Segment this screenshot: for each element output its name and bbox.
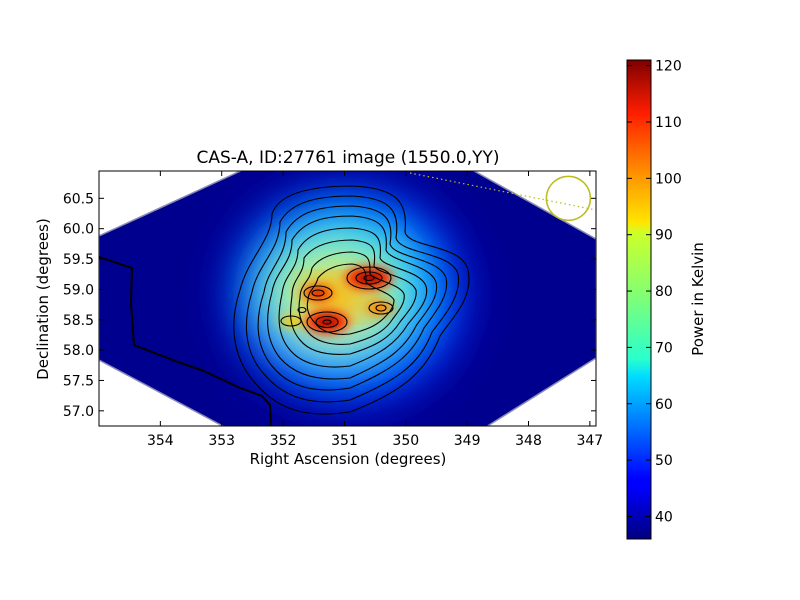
colorbar-tick-label: 50: [655, 453, 673, 469]
y-tick-label: 58.0: [63, 343, 94, 359]
colorbar: 40 50 60 70 80 90 100 110 120 Power in Kelvin: [626, 59, 707, 540]
colorbar-tick-label: 70: [655, 340, 673, 356]
beam-dotted-line: [409, 172, 596, 211]
x-tick-label: 354: [147, 433, 174, 449]
x-tick-label: 349: [454, 433, 481, 449]
colorbar-tick-label: 40: [655, 509, 673, 525]
x-tick-label: 351: [331, 433, 358, 449]
colorbar-tick-label: 110: [655, 115, 682, 131]
plot-frame: [98, 170, 597, 427]
y-tick-label: 60.0: [63, 222, 94, 238]
y-axis-label: Declination (degrees): [34, 218, 52, 380]
beam-marker: [545, 175, 592, 222]
y-tick-label: 59.5: [63, 252, 94, 268]
chart-title: CAS-A, ID:27761 image (1550.0,YY): [196, 148, 499, 168]
contour-lines: [99, 185, 470, 426]
y-tick-label: 57.0: [63, 404, 94, 420]
colorbar-tick-label: 100: [655, 171, 682, 187]
colorbar-ticks: 40 50 60 70 80 90 100 110 120: [627, 59, 682, 525]
x-tick-label: 353: [208, 433, 235, 449]
x-tick-label: 350: [392, 433, 419, 449]
x-axis-ticks: 354 353 352 351 350 349 348 347: [147, 171, 603, 449]
y-tick-label: 60.5: [63, 191, 94, 207]
colorbar-label: Power in Kelvin: [689, 242, 707, 356]
plot-area: [98, 170, 597, 427]
colorbar-tick-label: 120: [655, 59, 682, 75]
x-tick-label: 348: [515, 433, 542, 449]
outer-contour-line: [99, 256, 272, 426]
y-tick-label: 59.0: [63, 282, 94, 298]
y-tick-label: 57.5: [63, 373, 94, 389]
x-axis-label: Right Ascension (degrees): [250, 450, 447, 468]
colorbar-gradient: [626, 59, 652, 540]
colorbar-tick-label: 60: [655, 397, 673, 413]
colorbar-tick-label: 80: [655, 284, 673, 300]
y-axis-ticks: 57.0 57.5 58.0 58.5 59.0 59.5 60.0 60.5: [63, 191, 596, 420]
colorbar-tick-label: 90: [655, 228, 673, 244]
x-tick-label: 347: [576, 433, 603, 449]
y-tick-label: 58.5: [63, 313, 94, 329]
x-tick-label: 352: [270, 433, 297, 449]
